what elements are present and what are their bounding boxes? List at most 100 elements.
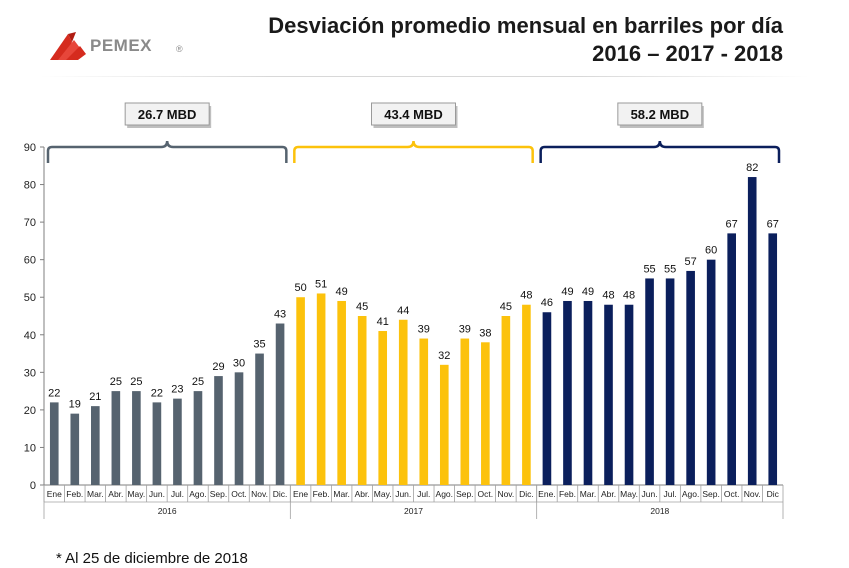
x-tick-label: May. <box>127 489 145 499</box>
x-tick-label: Feb. <box>66 489 83 499</box>
data-label: 43 <box>274 309 286 321</box>
data-label: 48 <box>602 290 614 302</box>
data-label: 25 <box>110 376 122 388</box>
bar <box>439 364 449 485</box>
data-label: 55 <box>664 263 676 275</box>
bar <box>132 391 141 485</box>
x-tick-label: Ene <box>47 489 62 499</box>
data-label: 32 <box>438 350 450 362</box>
data-label: 50 <box>294 282 306 294</box>
pemex-logo: PEMEX ® <box>48 30 198 64</box>
bar <box>49 402 59 485</box>
data-label: 67 <box>767 218 779 230</box>
bar <box>604 304 613 485</box>
y-tick-label: 20 <box>24 405 36 417</box>
group-bracket <box>46 140 288 163</box>
x-tick-label: Nov. <box>497 489 514 499</box>
x-tick-label: Mar. <box>87 489 104 499</box>
bar <box>398 319 408 485</box>
y-tick-label: 10 <box>24 442 36 454</box>
data-label: 51 <box>315 278 327 290</box>
bar <box>624 304 634 485</box>
header: PEMEX ® Desviación promedio mensual en b… <box>0 0 849 80</box>
bar <box>727 233 736 485</box>
x-tick-label: Sep. <box>702 489 720 499</box>
y-tick-label: 70 <box>24 217 36 229</box>
data-label: 22 <box>151 387 163 399</box>
data-label: 55 <box>643 263 655 275</box>
x-tick-label: Nov. <box>744 489 761 499</box>
bar <box>193 391 203 485</box>
summary-label: 58.2 MBD <box>631 107 690 122</box>
x-tick-label: Jul. <box>663 489 676 499</box>
x-tick-label: Jul. <box>171 489 184 499</box>
x-tick-label: Feb. <box>313 489 330 499</box>
x-tick-label: Oct. <box>231 489 247 499</box>
y-tick-label: 0 <box>30 480 36 492</box>
data-label: 45 <box>356 301 368 313</box>
x-tick-label: Ene <box>293 489 308 499</box>
year-label: 2017 <box>404 506 423 516</box>
bar-chart: 0 10 20 30 40 50 60 70 80 90 22 Ene 19 Feb. 21 Mar. 25 Ab… <box>24 102 784 519</box>
y-tick-label: 60 <box>24 255 36 267</box>
data-label: 67 <box>726 218 738 230</box>
x-tick-label: Oct. <box>478 489 494 499</box>
logo-text: PEMEX <box>90 36 153 55</box>
summary-box <box>371 102 456 126</box>
bar <box>111 391 121 485</box>
summary-label: 26.7 MBD <box>138 107 197 122</box>
data-label: 25 <box>130 376 142 388</box>
summary-label: 43.4 MBD <box>384 107 443 122</box>
bar <box>419 338 429 485</box>
x-tick-label: Dic. <box>273 489 288 499</box>
bar <box>481 342 490 485</box>
x-tick-label: Ago. <box>682 489 700 499</box>
bar <box>296 297 305 485</box>
data-label: 35 <box>253 339 265 351</box>
year-label: 2016 <box>158 506 177 516</box>
bar <box>747 177 757 486</box>
data-label: 23 <box>171 384 183 396</box>
data-label: 30 <box>233 357 245 369</box>
x-tick-label: Jun. <box>395 489 411 499</box>
x-tick-label: Mar. <box>333 489 350 499</box>
bar <box>563 300 572 485</box>
data-label: 48 <box>623 290 635 302</box>
logo-registered-mark: ® <box>176 44 183 54</box>
data-label: 49 <box>336 286 348 298</box>
data-label: 49 <box>561 286 573 298</box>
x-tick-label: Sep. <box>210 489 228 499</box>
bar <box>214 376 223 485</box>
title-line-2: 2016 – 2017 - 2018 <box>592 41 783 66</box>
data-label: 48 <box>520 290 532 302</box>
data-label: 60 <box>705 245 717 257</box>
bar <box>460 338 470 485</box>
bar <box>501 316 511 485</box>
data-label: 45 <box>500 301 512 313</box>
data-label: 25 <box>192 376 204 388</box>
year-label: 2018 <box>650 506 669 516</box>
data-label: 39 <box>459 324 471 336</box>
x-tick-label: Abr. <box>601 489 616 499</box>
x-tick-label: May. <box>374 489 392 499</box>
data-label: 29 <box>212 361 224 373</box>
data-label: 49 <box>582 286 594 298</box>
data-label: 41 <box>377 316 389 328</box>
x-tick-label: Jun. <box>149 489 165 499</box>
y-tick-label: 30 <box>24 367 36 379</box>
bar <box>70 413 80 485</box>
y-tick-label: 40 <box>24 330 36 342</box>
x-tick-label: Oct. <box>724 489 740 499</box>
x-tick-label: Abr. <box>355 489 370 499</box>
x-tick-label: Nov. <box>251 489 268 499</box>
bar <box>378 331 388 485</box>
header-divider <box>40 76 810 77</box>
x-tick-label: Jul. <box>417 489 430 499</box>
bar <box>665 278 675 485</box>
x-tick-label: May. <box>620 489 638 499</box>
title-line-1: Desviación promedio mensual en barriles … <box>268 13 783 38</box>
bar <box>91 406 100 485</box>
bar <box>337 300 346 485</box>
x-tick-label: Dic. <box>519 489 534 499</box>
bar <box>768 233 778 485</box>
